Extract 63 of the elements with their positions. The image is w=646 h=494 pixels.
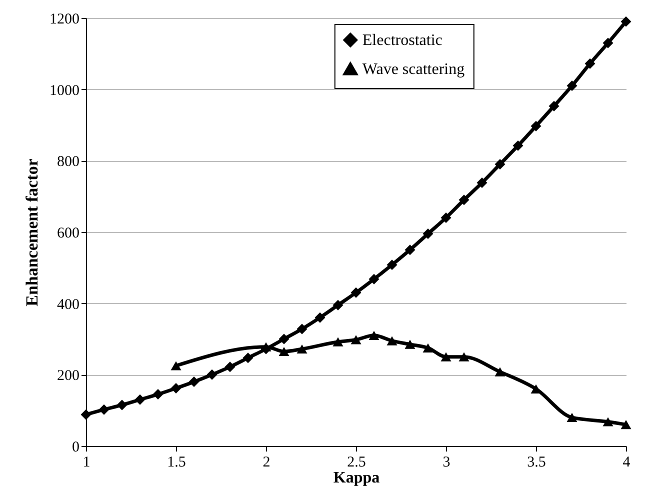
y-tick-label: 1200 — [50, 12, 80, 28]
point — [206, 369, 218, 380]
x-tick-label: 2 — [262, 454, 270, 470]
point — [368, 330, 380, 340]
x-tick-label: 2.5 — [347, 454, 366, 470]
point — [224, 362, 236, 372]
point — [170, 382, 182, 394]
y-tick-label: 1000 — [50, 82, 80, 99]
x-tick-label: 1 — [82, 454, 90, 470]
y-tick-label: 200 — [57, 368, 80, 384]
point — [332, 337, 344, 346]
point — [494, 158, 506, 170]
point — [494, 367, 506, 376]
point — [116, 400, 128, 410]
point — [152, 389, 164, 400]
point — [188, 376, 200, 388]
x-tick-label: 3.5 — [527, 454, 546, 470]
point — [296, 344, 308, 354]
point — [278, 334, 290, 344]
point — [422, 228, 434, 240]
y-tick-label: 800 — [57, 154, 80, 170]
point — [530, 120, 542, 132]
point — [548, 100, 560, 112]
point — [458, 194, 470, 206]
point — [170, 361, 182, 370]
point — [602, 38, 614, 48]
point — [620, 420, 632, 430]
point — [404, 340, 416, 349]
point — [80, 409, 92, 420]
point — [314, 312, 326, 323]
point — [386, 260, 398, 270]
x-tick-label: 3 — [442, 454, 450, 470]
point — [476, 178, 488, 188]
point — [566, 412, 578, 422]
x-tick-label: 4 — [622, 454, 631, 470]
point — [350, 335, 362, 344]
point — [440, 212, 452, 223]
point — [350, 287, 362, 298]
point — [332, 300, 344, 310]
point — [386, 336, 398, 346]
point — [242, 352, 254, 364]
point — [98, 404, 110, 415]
point — [566, 80, 578, 92]
point — [422, 343, 434, 352]
point — [368, 274, 380, 284]
point — [278, 346, 290, 356]
point — [134, 394, 146, 405]
point — [296, 324, 308, 334]
point — [458, 352, 470, 362]
x-axis-title: Kappa — [333, 470, 380, 486]
point — [512, 140, 524, 151]
y-tick-label: 0 — [72, 440, 80, 456]
point — [404, 244, 416, 256]
y-axis-title: Enhancement factor — [22, 158, 42, 306]
legend-label: Wave scattering — [362, 61, 465, 78]
point — [620, 16, 632, 27]
point — [602, 417, 614, 426]
legend-label: Electrostatic — [362, 32, 442, 49]
y-tick-label: 400 — [57, 296, 80, 313]
y-tick-label: 600 — [57, 226, 80, 242]
point — [440, 352, 452, 362]
x-tick-label: 1.5 — [167, 454, 186, 470]
point — [584, 58, 596, 69]
